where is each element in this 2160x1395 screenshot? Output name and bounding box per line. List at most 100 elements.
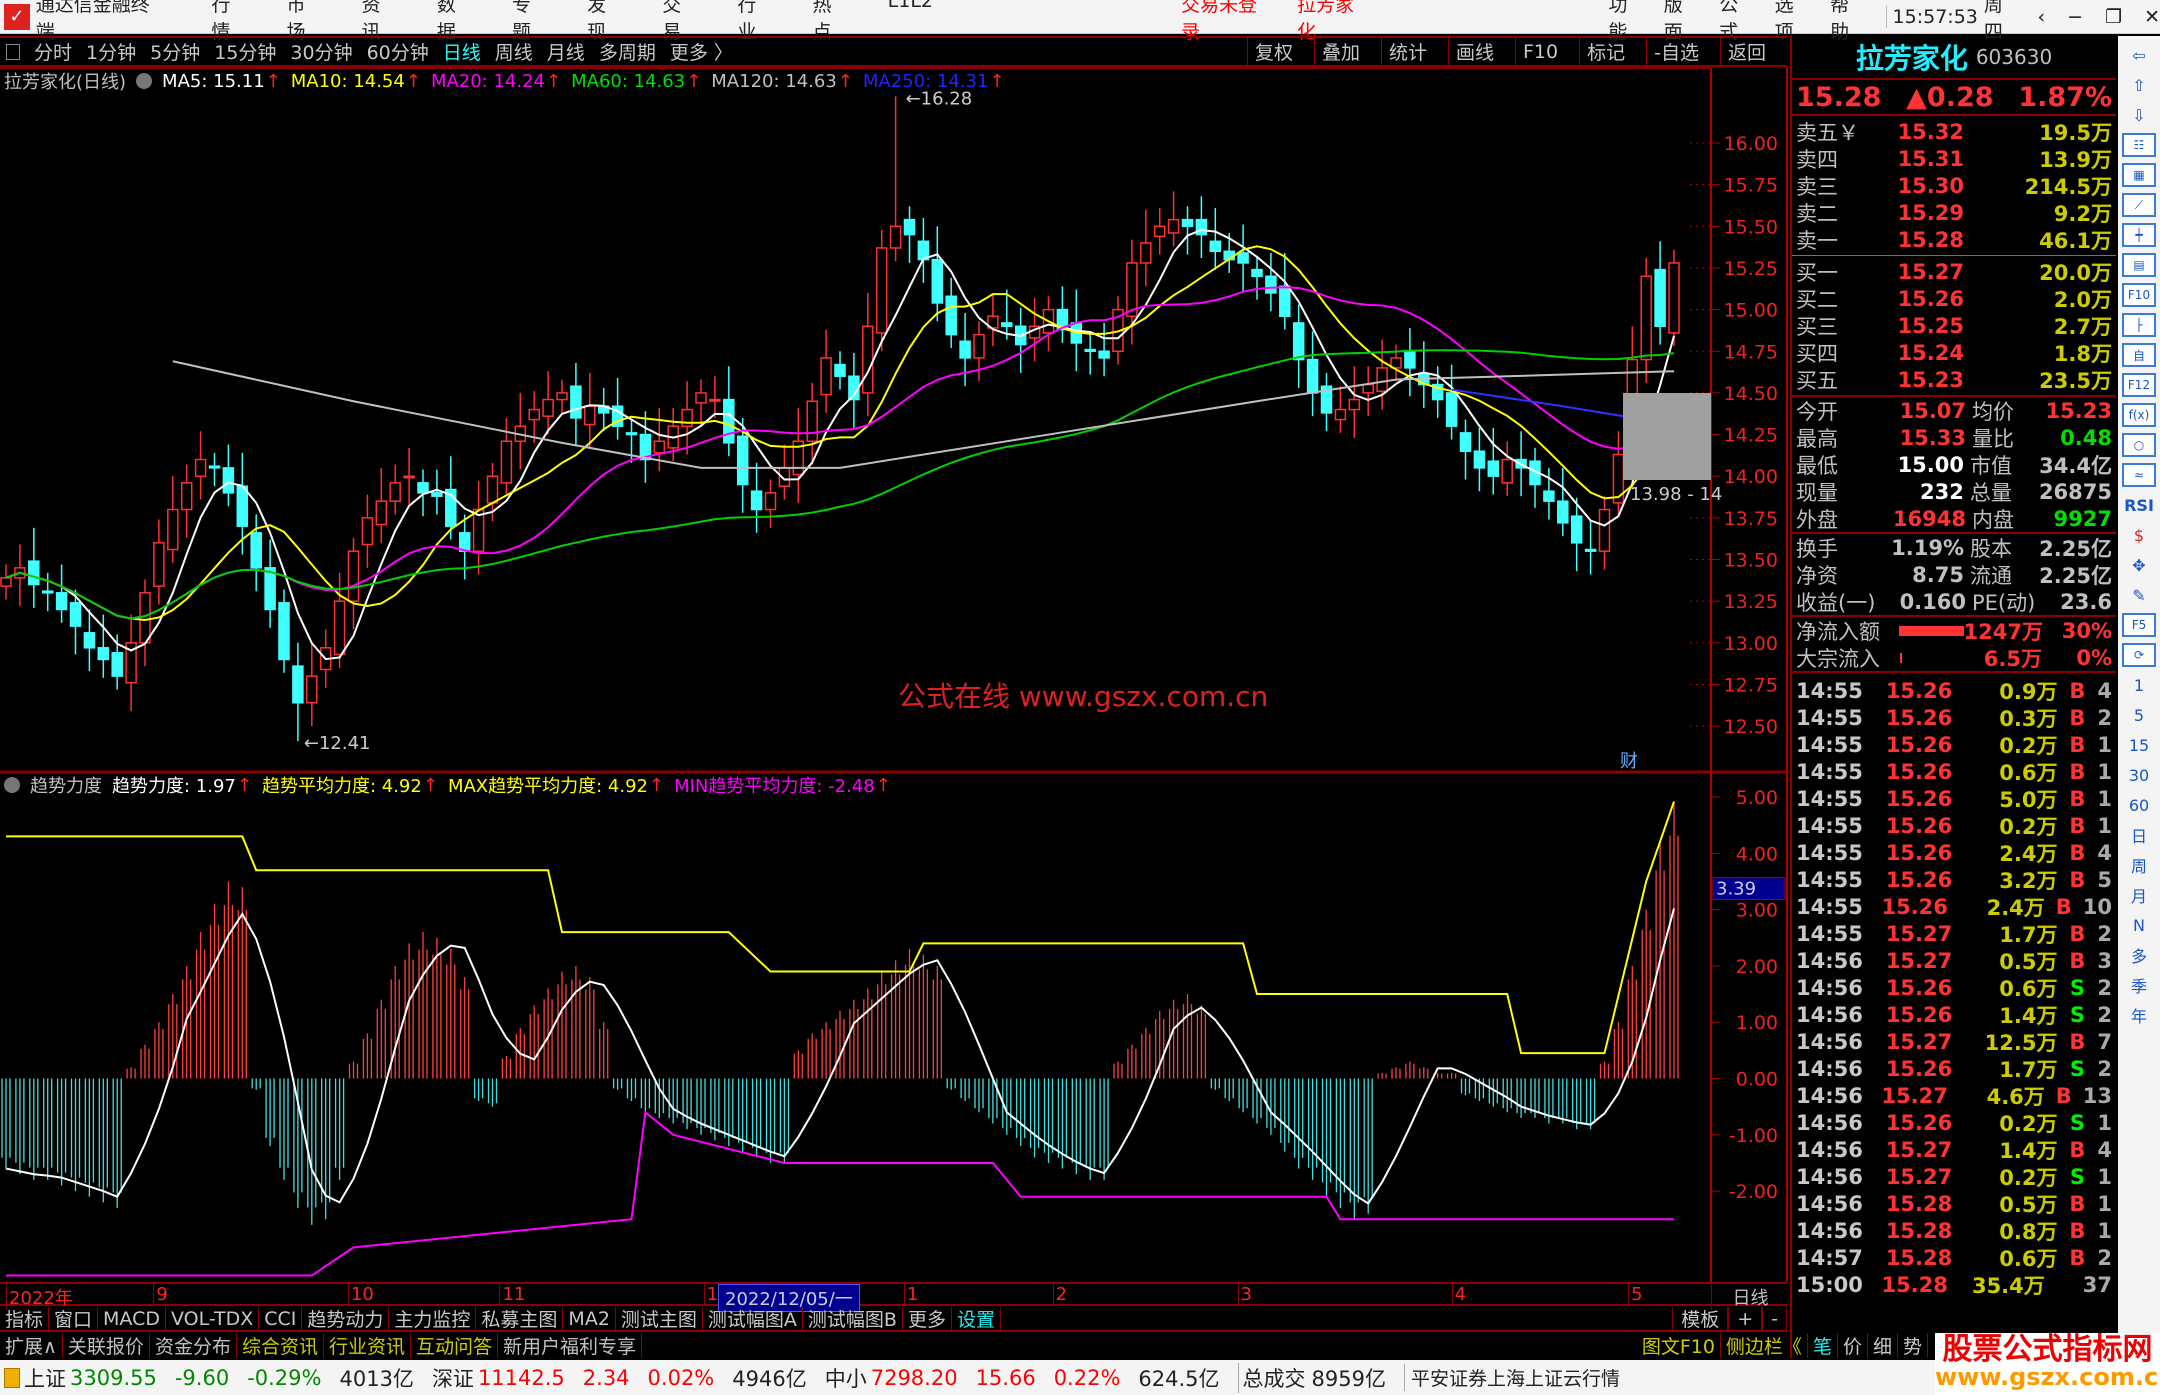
period-tab-3[interactable]: 15分钟 — [214, 42, 277, 64]
ext-right-0[interactable]: 图文F10 — [1637, 1333, 1721, 1358]
move-icon[interactable]: ✥ — [2132, 555, 2146, 575]
chart-area[interactable]: 16.00 15.75 15.50 15.25 15.00 14.75 14.50 14.25… — [0, 0, 1790, 1282]
ext-right-1[interactable]: 侧边栏《 — [1721, 1333, 1808, 1358]
pencil-icon[interactable]: ✎ — [2132, 585, 2146, 605]
indicator-tab-12[interactable]: 更多 — [903, 1307, 952, 1331]
period-shortcut[interactable]: 1 — [2133, 675, 2145, 695]
formula-icon[interactable]: f(x) — [2122, 403, 2156, 427]
right-menu-4[interactable]: 帮助 — [1830, 0, 1850, 43]
extension-tab-2[interactable]: 资金分布 — [150, 1333, 237, 1358]
buys-row[interactable]: 买二 15.26 2.0万 — [1792, 285, 2116, 312]
quote-list-icon[interactable]: ☷ — [2122, 133, 2156, 157]
sells-row[interactable]: 卖二 15.29 9.2万 — [1792, 199, 2116, 226]
indicator-tab-5[interactable]: 趋势动力 — [302, 1307, 390, 1331]
toolbar-button-1[interactable]: 叠加 — [1313, 38, 1367, 65]
period-shortcut[interactable]: 日 — [2130, 827, 2147, 846]
ext-right-4[interactable]: 细 — [1868, 1333, 1898, 1358]
money-icon[interactable]: $ — [2133, 525, 2145, 545]
extension-tab-5[interactable]: 互动问答 — [411, 1333, 498, 1358]
period-tab-2[interactable]: 5分钟 — [150, 42, 201, 64]
F5-icon[interactable]: F5 — [2122, 613, 2156, 637]
template-button-0[interactable]: 模板 — [1672, 1307, 1729, 1331]
indicator-tab-3[interactable]: VOL-TDX — [166, 1307, 260, 1330]
toolbar-button-3[interactable]: 画线 — [1447, 38, 1501, 65]
period-tab-8[interactable]: 月线 — [546, 42, 585, 64]
indicator-tab-0[interactable]: 指标 — [0, 1307, 50, 1331]
ext-right-5[interactable]: 势 — [1898, 1333, 1928, 1358]
period-shortcut[interactable]: 60 — [2128, 795, 2150, 815]
extension-tab-3[interactable]: 综合资讯 — [237, 1333, 324, 1358]
buys-row[interactable]: 买三 15.25 2.7万 — [1792, 312, 2116, 339]
wave-icon[interactable]: ≈ — [2122, 463, 2156, 487]
period-tab-10[interactable]: 更多 〉 — [669, 42, 733, 64]
F10-icon[interactable]: F10 — [2122, 283, 2156, 307]
period-shortcut[interactable]: 5 — [2133, 705, 2145, 725]
up-arrow-icon[interactable]: ⇧ — [2132, 75, 2146, 95]
extension-tab-1[interactable]: 关联报价 — [63, 1333, 150, 1358]
indicator-tab-7[interactable]: 私募主图 — [476, 1307, 564, 1331]
down-arrow-icon[interactable]: ⇩ — [2132, 105, 2146, 125]
period-shortcut[interactable]: 周 — [2130, 857, 2147, 876]
RSI-icon[interactable]: RSI — [2124, 495, 2154, 515]
extension-tab-6[interactable]: 新用户福利专享 — [498, 1333, 643, 1358]
restore-icon[interactable]: ❐ — [2105, 5, 2123, 28]
buys-row[interactable]: 买五 15.23 23.5万 — [1792, 366, 2116, 393]
period-tab-1[interactable]: 1分钟 — [86, 42, 137, 64]
indicator-tab-13[interactable]: 设置 — [952, 1307, 1001, 1331]
toolbar-button-4[interactable]: F10 — [1515, 38, 1565, 65]
ext-right-2[interactable]: 笔 — [1808, 1333, 1838, 1358]
menu-9[interactable]: L1L2 — [887, 0, 934, 12]
chevron-down-icon[interactable] — [136, 73, 153, 89]
template-button-2[interactable]: - — [1762, 1307, 1787, 1330]
indicator-tab-10[interactable]: 测试幅图A — [703, 1307, 803, 1331]
back-icon[interactable]: ‹ — [2037, 5, 2046, 28]
period-tab-0[interactable]: 分时 — [34, 42, 73, 64]
buys-row[interactable]: 买一 15.27 20.0万 — [1792, 258, 2116, 285]
extension-tab-4[interactable]: 行业资讯 — [324, 1333, 411, 1358]
news-icon[interactable]: ▤ — [2122, 253, 2156, 277]
period-tab-4[interactable]: 30分钟 — [290, 42, 353, 64]
chevron-down-icon[interactable] — [4, 777, 20, 793]
tree-icon[interactable]: ├ — [2122, 313, 2156, 337]
circle-icon[interactable]: ○ — [2122, 433, 2156, 457]
template-button-1[interactable]: + — [1728, 1307, 1763, 1330]
period-shortcut[interactable]: 多 — [2130, 947, 2147, 966]
sells-row[interactable]: 卖四 15.31 13.9万 — [1792, 145, 2116, 172]
sells-row[interactable]: 卖三 15.30 214.5万 — [1792, 172, 2116, 199]
indicator-tab-9[interactable]: 测试主图 — [616, 1307, 703, 1331]
sells-row[interactable]: 卖一 15.28 46.1万 — [1792, 226, 2116, 253]
ext-right-3[interactable]: 价 — [1838, 1333, 1868, 1358]
minimize-icon[interactable]: − — [2067, 5, 2084, 28]
refresh-icon[interactable]: ⟳ — [2122, 643, 2156, 667]
layout-toggle-icon[interactable] — [6, 43, 20, 60]
indicator-tab-11[interactable]: 测试幅图B — [803, 1307, 903, 1331]
market-icon[interactable] — [4, 1367, 20, 1388]
line-chart-icon[interactable]: ⟋ — [2122, 193, 2156, 217]
left-arrow-icon[interactable]: ⇦ — [2132, 45, 2146, 65]
period-shortcut[interactable]: 季 — [2130, 977, 2147, 996]
close-icon[interactable]: ✕ — [2144, 5, 2160, 28]
period-shortcut[interactable]: 15 — [2128, 735, 2150, 755]
sells-row[interactable]: 卖五￥ 15.32 19.5万 — [1792, 118, 2116, 145]
period-shortcut[interactable]: 30 — [2128, 765, 2150, 785]
toolbar-button-2[interactable]: 统计 — [1380, 38, 1434, 65]
toolbar-button-7[interactable]: 返回 — [1719, 38, 1773, 65]
period-tab-5[interactable]: 60分钟 — [366, 42, 429, 64]
period-tab-6[interactable]: 日线 — [442, 42, 481, 64]
indicator-tab-8[interactable]: MA2 — [563, 1307, 616, 1330]
period-shortcut[interactable]: N — [2133, 915, 2145, 935]
indicator-tab-2[interactable]: MACD — [98, 1307, 166, 1330]
period-shortcut[interactable]: 月 — [2130, 887, 2147, 906]
toolbar-button-5[interactable]: 标记 — [1579, 38, 1632, 65]
period-tab-7[interactable]: 周线 — [494, 42, 533, 64]
period-shortcut[interactable]: 年 — [2130, 1007, 2147, 1026]
extension-tab-0[interactable]: 扩展∧ — [0, 1333, 63, 1358]
buys-row[interactable]: 买四 15.24 1.8万 — [1792, 339, 2116, 366]
indicator-tab-6[interactable]: 主力监控 — [389, 1307, 477, 1331]
multi-list-icon[interactable]: ▦ — [2122, 163, 2156, 187]
toolbar-button-6[interactable]: -自选 — [1646, 38, 1706, 65]
self-select-icon[interactable]: 自 — [2122, 343, 2156, 367]
indicator-tab-1[interactable]: 窗口 — [49, 1307, 99, 1331]
toolbar-button-0[interactable]: 复权 — [1246, 38, 1300, 65]
indicator-tab-4[interactable]: CCI — [259, 1307, 303, 1330]
